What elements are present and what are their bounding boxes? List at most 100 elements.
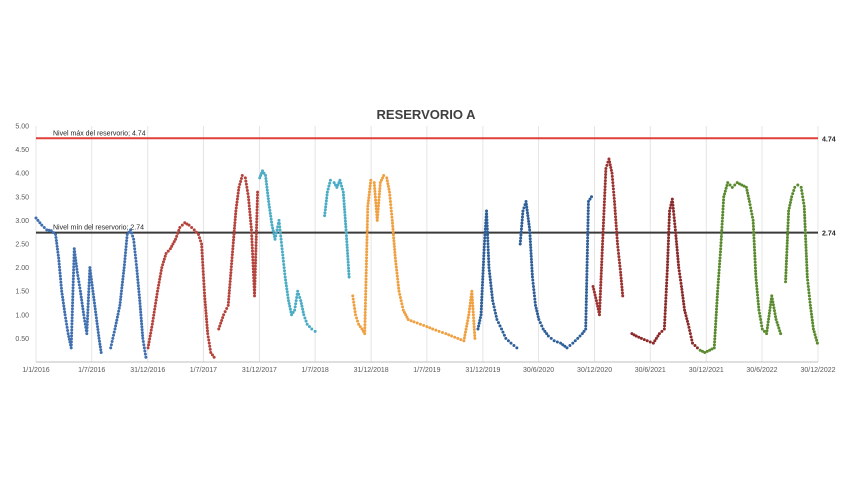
data-point [598, 301, 602, 305]
data-point [344, 222, 348, 226]
data-point [270, 220, 274, 224]
data-point [472, 325, 476, 329]
data-point [713, 340, 717, 344]
data-point [778, 329, 782, 333]
data-point [487, 269, 491, 273]
data-point [366, 207, 370, 211]
data-point [232, 235, 236, 239]
data-point [161, 263, 165, 267]
data-point [463, 333, 467, 337]
data-point [235, 197, 239, 201]
data-point [750, 212, 754, 216]
data-point [397, 289, 401, 293]
data-point [585, 257, 589, 261]
data-point [483, 236, 487, 240]
data-point [757, 305, 761, 309]
data-point [136, 281, 140, 285]
data-point [233, 221, 237, 225]
data-point [615, 230, 619, 234]
data-point [784, 262, 788, 266]
data-point [585, 281, 589, 285]
data-point [784, 277, 788, 281]
data-point [75, 270, 79, 274]
data-point [293, 308, 297, 312]
data-point [614, 218, 618, 222]
data-point [327, 184, 331, 188]
data-point [621, 294, 625, 298]
data-point [485, 230, 489, 234]
data-point [536, 312, 540, 316]
data-point [122, 266, 126, 270]
data-point [434, 328, 438, 332]
data-point [488, 272, 492, 276]
data-point [71, 274, 75, 278]
data-point [468, 304, 472, 308]
data-point [676, 263, 680, 267]
data-point [785, 244, 789, 248]
reference-line-value: 2.74 [822, 231, 836, 238]
data-point [45, 228, 49, 232]
data-point [437, 329, 441, 333]
data-point [268, 211, 272, 215]
data-point [254, 252, 258, 256]
data-point [600, 266, 604, 270]
data-point [91, 286, 95, 290]
data-point [393, 247, 397, 251]
data-point [814, 335, 818, 339]
data-point [594, 299, 598, 303]
data-point [366, 204, 370, 208]
data-point [674, 234, 678, 238]
data-point [230, 259, 234, 263]
data-point [255, 196, 259, 200]
y-tick-label: 5.00 [15, 124, 29, 131]
data-point [160, 266, 164, 270]
data-point [245, 185, 249, 189]
data-point [205, 326, 209, 330]
data-point [521, 209, 525, 213]
data-point [378, 184, 382, 188]
data-point [612, 200, 616, 204]
data-point [61, 298, 65, 302]
data-point [486, 239, 490, 243]
data-point [325, 193, 329, 197]
data-point [755, 287, 759, 291]
data-point [207, 341, 211, 345]
data-point [264, 176, 268, 180]
data-point [584, 303, 588, 307]
data-point [187, 223, 191, 227]
data-point [236, 194, 240, 198]
data-point [374, 201, 378, 205]
data-point [802, 210, 806, 214]
data-point [509, 341, 513, 345]
data-point [519, 227, 523, 231]
data-point [373, 195, 377, 199]
data-point [718, 253, 722, 257]
data-point [598, 304, 602, 308]
data-point [208, 347, 212, 351]
data-point [472, 319, 476, 323]
data-point [482, 248, 486, 252]
data-point [236, 191, 240, 195]
data-point [332, 181, 336, 185]
data-point [717, 268, 721, 272]
data-point [95, 319, 99, 323]
data-point [444, 332, 448, 336]
data-point [603, 185, 607, 189]
data-point [162, 260, 166, 264]
data-point [251, 261, 255, 265]
data-point [355, 316, 359, 320]
data-point [674, 239, 678, 243]
data-point [804, 234, 808, 238]
data-point [482, 257, 486, 261]
data-point [342, 196, 346, 200]
data-point [494, 311, 498, 315]
data-point [667, 218, 671, 222]
data-point [481, 277, 485, 281]
data-point [584, 318, 588, 322]
data-point [804, 237, 808, 241]
data-point [489, 287, 493, 291]
data-point [666, 242, 670, 246]
data-point [364, 268, 368, 272]
data-point [129, 228, 133, 232]
data-point [250, 234, 254, 238]
